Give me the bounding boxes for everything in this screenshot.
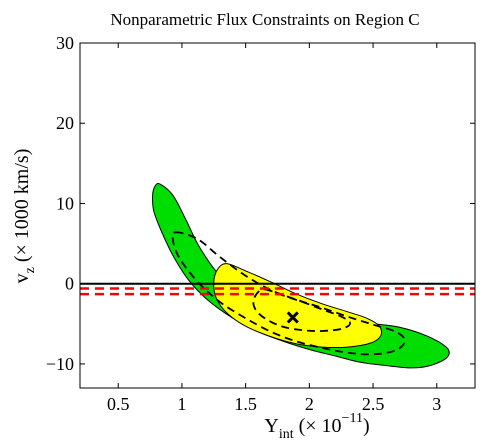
y-tick-label: 20 [56, 113, 74, 133]
y-label-unit: (× 1000 km/s) [11, 149, 33, 268]
y-tick-label: 30 [56, 33, 74, 53]
x-tick-label: 1.5 [234, 394, 257, 414]
y-axis-label: vz (× 1000 km/s) [11, 149, 38, 284]
y-tick-label: −10 [46, 354, 74, 374]
x-tick-label: 2 [305, 394, 314, 414]
x-label-unit: (× 10 [294, 415, 342, 437]
x-label-close: ) [363, 415, 370, 437]
regions-layer [152, 183, 450, 369]
x-tick-label: 1 [177, 394, 186, 414]
y-label-subscript: z [23, 267, 38, 273]
x-tick-label: 2.5 [362, 394, 385, 414]
x-tick-label: 0.5 [107, 394, 130, 414]
inner-confidence-region [213, 263, 383, 349]
x-label-subscript: int [279, 427, 294, 442]
x-axis-label: Yint (× 10−11) [264, 411, 369, 442]
ticks-layer: 0.5 1 1.5 2 2.5 3 −10 0 10 20 30 [46, 33, 475, 414]
plot-frame [79, 42, 476, 389]
outer-dashed-contour [171, 231, 406, 356]
chart-title: Nonparametric Flux Constraints on Region… [110, 10, 419, 29]
y-tick-label: 0 [65, 274, 74, 294]
inner-dashed-contour [252, 288, 351, 332]
reference-lines-layer [80, 282, 475, 296]
y-tick-label: 10 [56, 193, 74, 213]
best-fit-cross-b [286, 311, 299, 324]
x-tick-label: 3 [432, 394, 441, 414]
x-label-main: Y [264, 415, 278, 437]
x-label-superscript: −11 [342, 411, 363, 426]
plot-area: 0.5 1 1.5 2 2.5 3 −10 0 10 20 30 [46, 33, 476, 414]
best-fit-marker [286, 311, 299, 324]
y-label-main: v [11, 273, 33, 283]
